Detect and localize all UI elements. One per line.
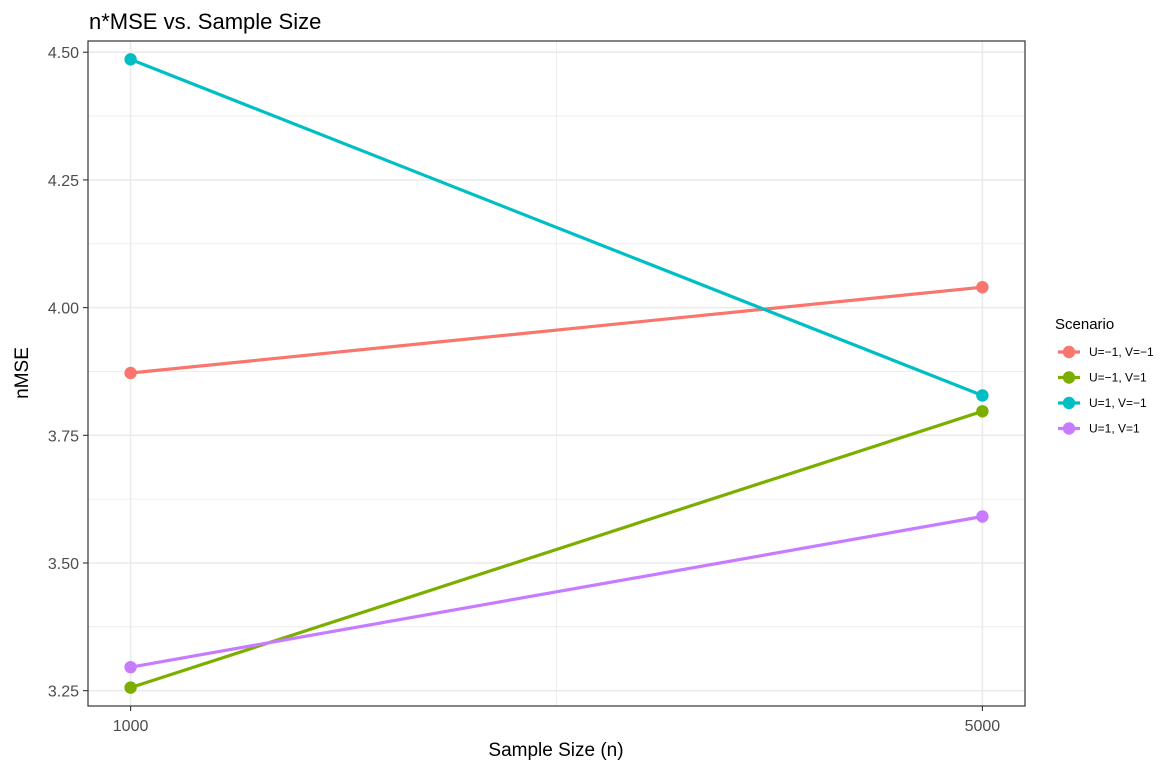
data-point [124,53,137,66]
legend-title: Scenario [1055,316,1114,333]
series-line [130,57,983,397]
data-point [124,681,137,694]
y-tick-label: 3.25 [48,684,79,701]
y-tick-label: 4.00 [48,301,79,318]
legend-key-point [1062,345,1076,359]
series-line [130,285,983,375]
x-tick-label: 5000 [965,718,1001,735]
data-point [124,366,137,380]
chart-title: n*MSE vs. Sample Size [89,9,321,34]
legend: U=−1, V=−1 U=−1, V=1 U=1, V=−1 U=1, V=1 [1058,345,1154,436]
data-point [976,510,989,523]
data-point [976,280,989,294]
legend-label: U=1, V=−1 [1089,396,1147,410]
legend-label: U=−1, V=−1 [1089,345,1154,359]
y-tick-label: 4.25 [48,173,79,190]
y-axis-title: nMSE [12,347,33,399]
data-point [976,405,989,418]
x-axis-title: Sample Size (n) [488,740,623,761]
y-tick-label: 3.75 [48,428,79,445]
legend-label: U=1, V=1 [1089,422,1140,436]
legend-label: U=−1, V=1 [1089,371,1147,385]
series-line [130,514,983,669]
legend-key-point [1062,371,1076,384]
legend-key-point [1062,396,1076,410]
plot-panel-border [87,40,1026,707]
x-tick-label: 1000 [113,718,149,735]
data-point [124,660,137,674]
data-point [976,389,989,402]
y-tick-label: 3.50 [48,556,79,573]
y-tick-label: 4.50 [48,45,79,62]
legend-key-point [1062,422,1076,435]
plot-area: 3.25 3.50 3.75 4.00 4.25 4.50 1000 5000 [48,40,1026,735]
